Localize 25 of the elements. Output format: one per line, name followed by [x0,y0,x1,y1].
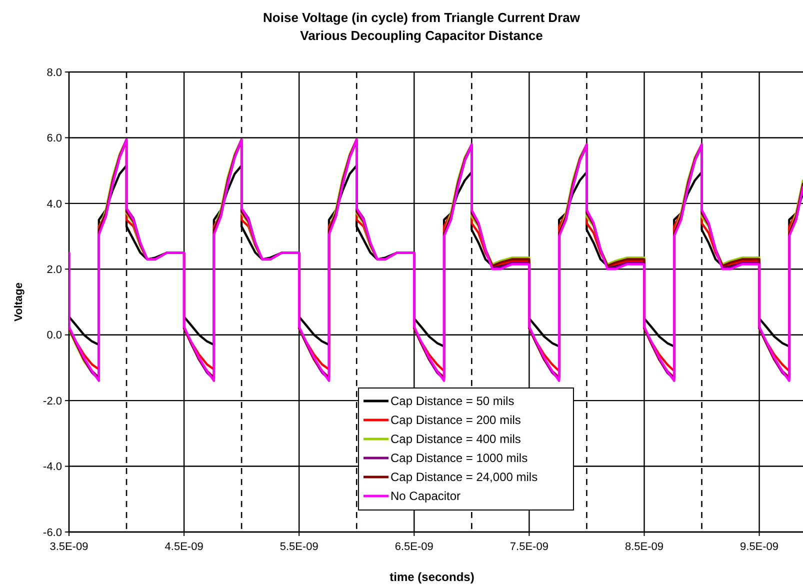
legend-label: Cap Distance = 24,000 mils [390,470,538,484]
legend-label: Cap Distance = 200 mils [390,413,521,428]
legend-label: Cap Distance = 1000 mils [390,451,528,466]
y-axis-title: Voltage [13,282,25,322]
legend-label: No Capacitor [390,489,461,504]
y-tick-label: 4.0 [46,198,62,210]
legend-label: Cap Distance = 50 mils [390,394,514,408]
x-tick-label: 6.5E-09 [394,541,434,553]
x-tick-label: 4.5E-09 [164,541,204,553]
chart-title: Noise Voltage (in cycle) from Triangle Current Draw [263,10,581,25]
legend-label: Cap Distance = 400 mils [390,432,521,446]
x-tick-label: 3.5E-09 [50,541,88,553]
y-tick-label: -2.0 [43,395,62,408]
x-tick-label: 7.5E-09 [510,541,548,553]
y-tick-label: -4.0 [43,461,62,474]
x-axis-title: time (seconds) [390,570,474,584]
chart-subtitle: Various Decoupling Capacitor Distance [300,28,543,43]
y-tick-label: -6.0 [43,526,62,539]
y-tick-label: 6.0 [46,132,62,145]
y-tick-label: 0.0 [46,330,62,342]
x-tick-label: 5.5E-09 [280,541,318,553]
x-tick-label: 8.5E-09 [624,541,664,553]
y-tick-label: 8.0 [46,66,62,79]
y-tick-label: 2.0 [46,264,62,276]
x-tick-label: 9.5E-09 [740,541,779,553]
